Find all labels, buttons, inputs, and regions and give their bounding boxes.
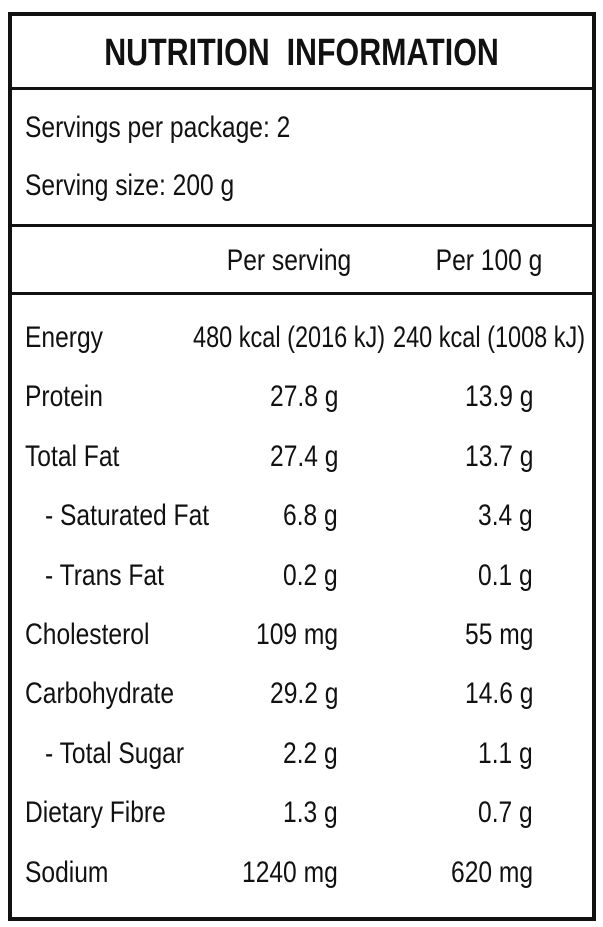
- per-serving-value: 109 mg: [255, 618, 338, 651]
- nutrient-label: Total Fat: [25, 439, 120, 473]
- per-100g-value: 0.1 g: [478, 558, 533, 592]
- serving-info: Serving size: 200 g: [25, 169, 235, 202]
- nutrient-label: Protein: [25, 380, 103, 414]
- per-100g-value: 0.7 g: [478, 796, 533, 830]
- nutrient-label: - Saturated Fat: [45, 499, 210, 533]
- per-serving-value: 27.4 g: [269, 439, 338, 473]
- divider: [8, 292, 596, 295]
- per-100g-value: 240 kcal (1008 kJ): [392, 321, 585, 354]
- nutrient-label: - Total Sugar: [45, 736, 185, 770]
- per-100g-value: 55 mg: [464, 618, 533, 651]
- nutrient-label: Energy: [25, 321, 103, 354]
- per-serving-value: 29.2 g: [269, 677, 338, 711]
- per-serving-value: 27.8 g: [269, 380, 338, 414]
- column-header: Per serving: [226, 244, 352, 277]
- divider: [8, 87, 596, 90]
- nutrient-label: Cholesterol: [25, 618, 150, 651]
- label-border: [8, 12, 596, 921]
- per-serving-value: 1240 mg: [242, 855, 338, 889]
- nutrient-label: - Trans Fat: [45, 558, 164, 592]
- title: NUTRITION INFORMATION: [104, 32, 499, 74]
- column-header: Per 100 g: [435, 244, 543, 277]
- per-100g-value: 14.6 g: [464, 677, 533, 711]
- per-serving-value: 0.2 g: [283, 558, 338, 592]
- per-100g-value: 620 mg: [450, 855, 533, 889]
- nutrient-label: Sodium: [25, 855, 109, 889]
- nutrient-label: Carbohydrate: [25, 677, 175, 711]
- per-100g-value: 1.1 g: [478, 736, 533, 770]
- per-serving-value: 480 kcal (2016 kJ): [192, 321, 385, 354]
- per-100g-value: 13.7 g: [464, 439, 533, 473]
- serving-info: Servings per package: 2: [25, 111, 291, 144]
- per-serving-value: 1.3 g: [283, 796, 338, 830]
- divider: [8, 224, 596, 227]
- per-serving-value: 6.8 g: [283, 499, 338, 533]
- per-100g-value: 3.4 g: [478, 499, 533, 533]
- per-serving-value: 2.2 g: [283, 736, 338, 770]
- nutrient-label: Dietary Fibre: [25, 796, 166, 830]
- per-100g-value: 13.9 g: [464, 380, 533, 414]
